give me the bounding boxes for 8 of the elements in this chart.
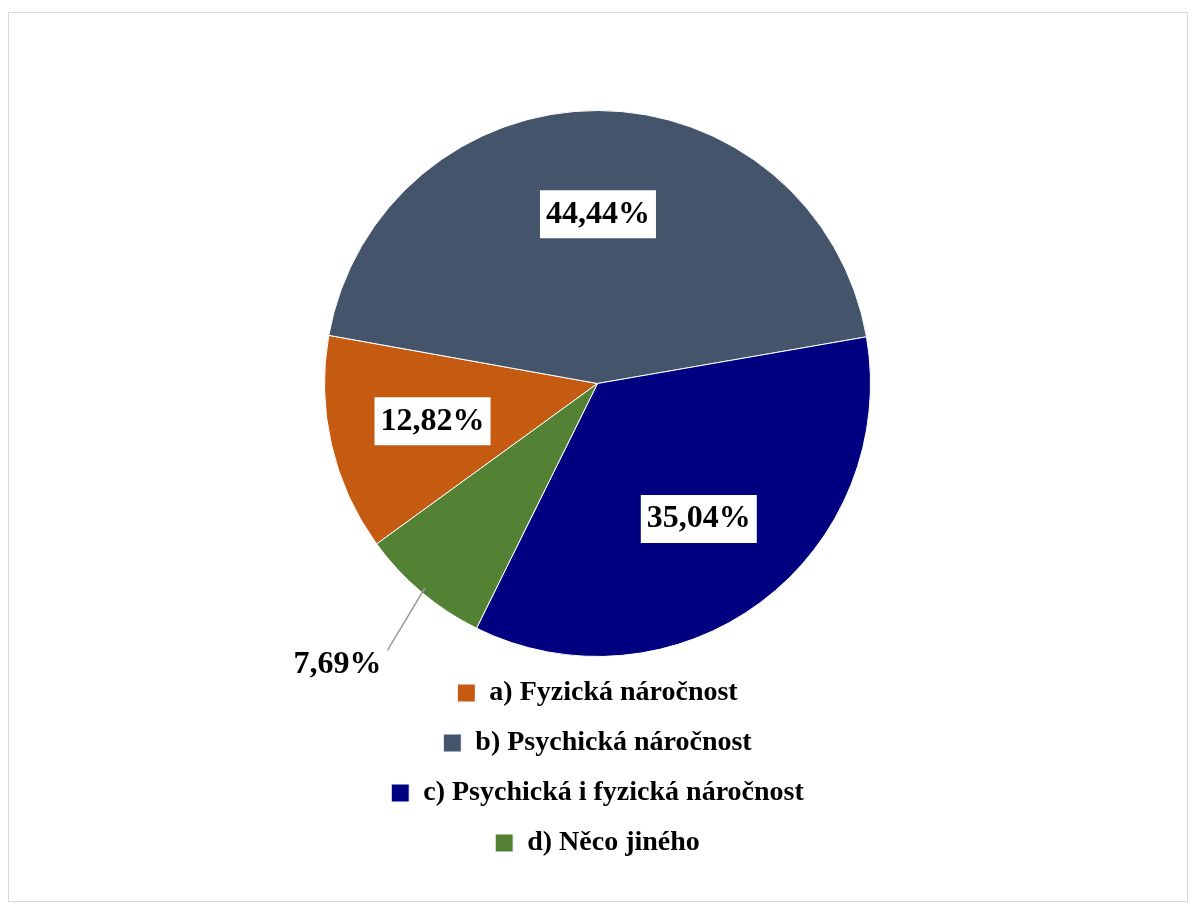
legend-label: a) Fyzická náročnost [489, 675, 739, 707]
legend-label: d) Něco jiného [527, 825, 700, 857]
legend-label: c) Psychická i fyzická náročnost [423, 775, 805, 807]
data-label: 35,04% [646, 498, 751, 535]
legend-label: b) Psychická náročnost [475, 725, 753, 757]
data-label: 44,44% [545, 193, 650, 230]
data-label: 12,82% [380, 400, 485, 437]
data-label: 7,69% [293, 643, 382, 680]
